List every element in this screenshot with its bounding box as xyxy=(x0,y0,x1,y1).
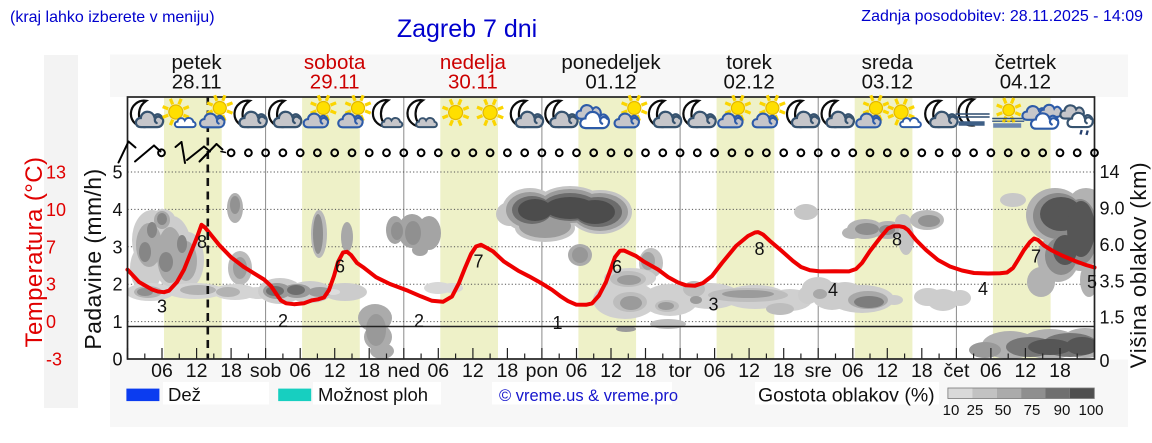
svg-text:14: 14 xyxy=(1100,162,1120,182)
svg-text:06: 06 xyxy=(566,360,588,382)
svg-text:18: 18 xyxy=(911,360,933,382)
svg-text:ponedeljek: ponedeljek xyxy=(561,51,661,74)
svg-text:Možnost ploh: Možnost ploh xyxy=(318,384,428,405)
svg-text:01.12: 01.12 xyxy=(585,71,636,94)
svg-text:© vreme.us & vreme.pro: © vreme.us & vreme.pro xyxy=(499,387,678,405)
svg-text:06: 06 xyxy=(151,360,173,382)
svg-text:sobota: sobota xyxy=(304,51,366,74)
svg-text:3: 3 xyxy=(112,237,122,257)
svg-text:5: 5 xyxy=(112,163,122,183)
svg-text:2: 2 xyxy=(414,311,424,331)
svg-text:(kraj lahko izberete v meniju): (kraj lahko izberete v meniju) xyxy=(10,9,215,26)
svg-text:sob: sob xyxy=(250,360,282,382)
svg-text:3: 3 xyxy=(708,295,718,315)
svg-text:13: 13 xyxy=(46,163,66,183)
svg-text:2: 2 xyxy=(278,311,288,331)
svg-text:100: 100 xyxy=(1078,402,1103,419)
svg-text:18: 18 xyxy=(358,360,380,382)
svg-text:9.0: 9.0 xyxy=(1100,199,1125,219)
svg-text:4: 4 xyxy=(978,279,988,299)
svg-text:0: 0 xyxy=(46,312,56,332)
svg-text:3.5: 3.5 xyxy=(1100,272,1125,292)
svg-text:25: 25 xyxy=(967,402,984,419)
svg-text:Višina oblakov (km): Višina oblakov (km) xyxy=(1126,162,1151,369)
svg-text:tor: tor xyxy=(669,360,692,382)
svg-text:06: 06 xyxy=(842,360,864,382)
svg-text:7: 7 xyxy=(473,252,483,272)
svg-text:sre: sre xyxy=(805,360,832,382)
svg-text:75: 75 xyxy=(1024,402,1041,419)
svg-text:-3: -3 xyxy=(46,350,62,370)
svg-text:02.12: 02.12 xyxy=(723,71,774,94)
svg-text:8: 8 xyxy=(754,239,764,259)
svg-text:06: 06 xyxy=(289,360,311,382)
svg-text:18: 18 xyxy=(635,360,657,382)
svg-text:12: 12 xyxy=(876,360,898,382)
svg-text:2: 2 xyxy=(112,275,122,295)
svg-text:8: 8 xyxy=(892,230,902,250)
svg-text:6: 6 xyxy=(612,257,622,277)
svg-text:čet: čet xyxy=(943,360,970,382)
svg-text:18: 18 xyxy=(773,360,795,382)
svg-text:Temperatura (°C): Temperatura (°C) xyxy=(21,157,48,348)
svg-text:50: 50 xyxy=(995,402,1012,419)
svg-text:28.11: 28.11 xyxy=(172,71,222,94)
svg-text:ned: ned xyxy=(388,360,421,382)
svg-text:4: 4 xyxy=(112,200,122,220)
svg-text:torek: torek xyxy=(726,51,772,74)
svg-text:18: 18 xyxy=(1049,360,1071,382)
svg-text:pon: pon xyxy=(526,360,559,382)
svg-text:06: 06 xyxy=(980,360,1002,382)
svg-text:7: 7 xyxy=(1031,247,1041,267)
svg-text:3: 3 xyxy=(157,297,167,317)
svg-text:Zagreb 7 dni: Zagreb 7 dni xyxy=(397,15,537,43)
svg-text:petek: petek xyxy=(172,51,223,74)
svg-text:12: 12 xyxy=(324,360,346,382)
svg-text:1: 1 xyxy=(552,313,562,333)
svg-text:12: 12 xyxy=(462,360,484,382)
svg-text:5: 5 xyxy=(1087,272,1097,292)
svg-text:06: 06 xyxy=(427,360,449,382)
svg-text:10: 10 xyxy=(46,200,66,220)
svg-text:8: 8 xyxy=(197,232,207,252)
svg-text:90: 90 xyxy=(1054,402,1071,419)
svg-text:12: 12 xyxy=(600,360,622,382)
svg-text:12: 12 xyxy=(186,360,208,382)
svg-text:1: 1 xyxy=(112,312,122,332)
svg-text:18: 18 xyxy=(497,360,519,382)
svg-text:12: 12 xyxy=(1015,360,1037,382)
svg-text:Dež: Dež xyxy=(168,384,201,405)
svg-text:18: 18 xyxy=(220,360,242,382)
svg-text:12: 12 xyxy=(738,360,760,382)
svg-text:6.0: 6.0 xyxy=(1100,235,1125,255)
svg-text:nedelja: nedelja xyxy=(440,51,507,74)
svg-text:03.12: 03.12 xyxy=(862,71,913,94)
svg-text:1.5: 1.5 xyxy=(1100,308,1125,328)
svg-text:Zadnja posodobitev: 28.11.2025: Zadnja posodobitev: 28.11.2025 - 14:09 xyxy=(861,8,1143,25)
svg-text:sreda: sreda xyxy=(862,51,914,74)
svg-text:30.11: 30.11 xyxy=(448,71,498,94)
svg-text:3: 3 xyxy=(46,275,56,295)
svg-text:četrtek: četrtek xyxy=(995,51,1057,74)
svg-text:10: 10 xyxy=(943,402,960,419)
svg-text:29.11: 29.11 xyxy=(310,71,360,94)
svg-text:04.12: 04.12 xyxy=(1000,71,1051,94)
svg-text:Padavine (mm/h): Padavine (mm/h) xyxy=(80,168,106,349)
svg-text:6: 6 xyxy=(335,257,345,277)
svg-text:4: 4 xyxy=(828,280,838,300)
svg-text:Gostota oblakov (%): Gostota oblakov (%) xyxy=(758,385,935,407)
svg-text:0: 0 xyxy=(112,350,122,370)
svg-text:7: 7 xyxy=(46,237,56,257)
svg-text:0: 0 xyxy=(1100,351,1110,371)
svg-text:06: 06 xyxy=(704,360,726,382)
